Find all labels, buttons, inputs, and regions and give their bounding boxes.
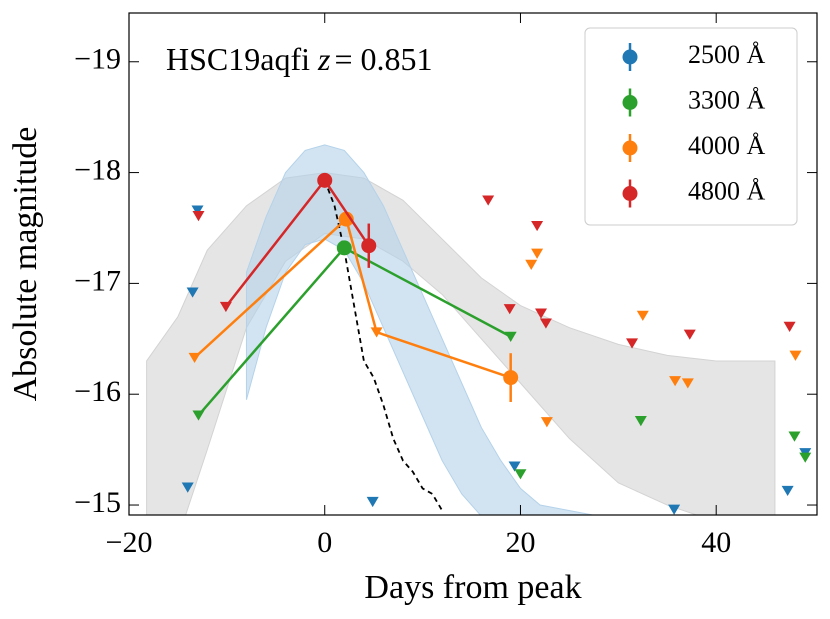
upper-limit xyxy=(504,331,517,342)
detection xyxy=(317,172,333,188)
detection xyxy=(336,240,352,256)
upper-limit xyxy=(539,318,552,329)
upper-limit xyxy=(626,338,639,349)
upper-limit xyxy=(508,461,521,472)
upper-limit xyxy=(788,431,801,442)
y-tick-label: −17 xyxy=(74,264,121,297)
detection xyxy=(338,211,354,227)
upper-limit xyxy=(634,416,647,427)
upper-limit xyxy=(668,504,681,515)
upper-limit xyxy=(191,205,204,216)
x-tick-label: 20 xyxy=(505,526,535,559)
annotation-z: z xyxy=(317,41,331,77)
legend-marker xyxy=(622,49,638,65)
upper-limit xyxy=(192,210,205,222)
upper-limit xyxy=(525,259,538,270)
legend-marker xyxy=(622,186,638,201)
upper-limit xyxy=(540,417,553,428)
light-curve-line xyxy=(193,216,512,379)
axes-frame xyxy=(128,12,818,516)
upper-limit xyxy=(188,352,201,364)
legend-label: 3300 Å xyxy=(688,85,766,114)
legend-label: 4800 Å xyxy=(688,176,766,205)
upper-limit xyxy=(482,195,495,206)
upper-limit xyxy=(781,485,794,497)
upper-limit xyxy=(669,376,682,387)
upper-limit xyxy=(531,220,544,232)
upper-limit xyxy=(683,329,696,340)
x-axis-label: Days from peak xyxy=(364,569,581,606)
upper-limit xyxy=(186,287,199,298)
upper-limit xyxy=(636,310,649,321)
upper-limit xyxy=(503,304,516,315)
upper-limit xyxy=(181,482,194,493)
annotation: HSC19aqfi z = 0.851 xyxy=(166,41,433,77)
legend-label: 2500 Å xyxy=(688,40,766,69)
detection xyxy=(503,370,519,386)
y-tick-label: −19 xyxy=(74,43,121,76)
annotation-name: HSC19aqfi xyxy=(166,41,310,77)
y-tick-label: −18 xyxy=(74,153,121,186)
x-tick-label: −20 xyxy=(106,526,153,559)
detection xyxy=(361,238,377,254)
y-tick-label: −16 xyxy=(74,375,121,408)
y-axis-label: Absolute magnitude xyxy=(7,127,44,402)
annotation-z-value: = 0.851 xyxy=(334,41,432,77)
upper-limit xyxy=(370,327,383,338)
upper-limit xyxy=(366,496,379,508)
x-tick-label: 0 xyxy=(317,526,332,559)
upper-limit xyxy=(681,378,694,389)
upper-limit xyxy=(535,308,548,319)
legend-marker xyxy=(622,95,638,110)
x-tick-label: 40 xyxy=(701,526,731,559)
legend-marker xyxy=(622,140,638,156)
upper-limit xyxy=(514,469,527,480)
plot-area xyxy=(146,144,812,515)
legend-box xyxy=(584,27,798,226)
upper-limit xyxy=(531,248,544,259)
upper-limit xyxy=(219,301,232,313)
legend-label: 4000 Å xyxy=(688,131,766,160)
upper-limit xyxy=(799,452,812,463)
upper-limit xyxy=(789,350,802,361)
upper-limit xyxy=(192,410,205,421)
upper-limit xyxy=(783,321,796,333)
y-tick-label: −15 xyxy=(74,486,121,519)
